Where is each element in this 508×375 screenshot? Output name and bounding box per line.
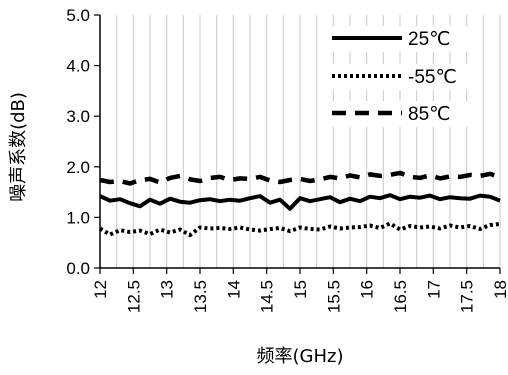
y-tick-label: 4.0 — [66, 57, 90, 76]
legend: 25℃ -55℃ 85℃ — [328, 26, 468, 127]
legend-label: 85℃ — [408, 104, 450, 125]
x-tick-label: 17.5 — [458, 280, 477, 313]
x-tick-label: 15.5 — [324, 280, 343, 313]
y-axis-title: 噪声系数(dB) — [8, 92, 29, 202]
series-line — [99, 170, 501, 186]
x-tick-label: 13.5 — [191, 280, 210, 313]
series-line — [98, 221, 501, 238]
x-tick-label: 18 — [491, 280, 508, 299]
x-tick-label: 16.5 — [391, 280, 410, 313]
y-tick-label: 2.0 — [66, 158, 90, 177]
x-axis-title: 频率(GHz) — [257, 346, 344, 367]
y-tick-label: 1.0 — [66, 208, 90, 227]
y-tick-label: 3.0 — [66, 107, 90, 126]
legend-label: -55℃ — [408, 67, 457, 88]
axes — [94, 14, 501, 274]
x-tick-label: 13 — [158, 280, 177, 299]
legend-label: 25℃ — [408, 29, 450, 50]
series-line — [99, 193, 501, 211]
grid-lines — [116, 15, 501, 268]
legend-bg — [328, 101, 468, 127]
x-tick-label: 15 — [291, 280, 310, 299]
y-tick-label: 0.0 — [66, 259, 90, 278]
x-tick-label: 12.5 — [124, 280, 143, 313]
x-tick-label: 14 — [224, 280, 243, 299]
y-tick-label: 5.0 — [66, 6, 90, 25]
x-tick-label: 12 — [91, 280, 110, 299]
x-tick-label: 16 — [358, 280, 377, 299]
tick-labels: 0.0 1.0 2.0 3.0 4.0 5.0 12 12.5 13 13.5 14 14.5 15 15… — [66, 6, 508, 313]
x-tick-label: 14.5 — [258, 280, 277, 313]
data-series — [98, 170, 501, 238]
x-tick-label: 17 — [424, 280, 443, 299]
